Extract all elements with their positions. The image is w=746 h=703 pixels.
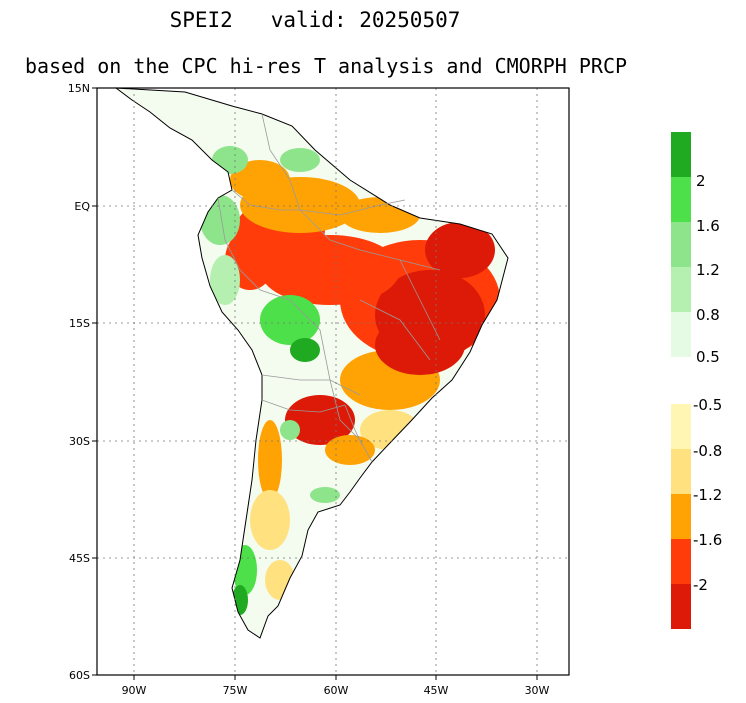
colorbar-label: 1.2 bbox=[696, 261, 720, 279]
country-borders bbox=[217, 113, 441, 463]
lon-label-90w: 90W bbox=[122, 684, 147, 697]
chart-subtitle: based on the CPC hi-res T analysis and C… bbox=[24, 54, 628, 78]
lat-label-45s: 45S bbox=[69, 552, 90, 565]
chart-title: SPEI2 valid: 20250507 bbox=[169, 8, 461, 32]
colorbar-wet-swatch bbox=[671, 222, 691, 267]
colorbar-label: -1.6 bbox=[693, 531, 722, 549]
colorbar-label: -1.2 bbox=[693, 486, 722, 504]
colorbar-wet bbox=[671, 132, 691, 357]
lat-label-eq: EQ bbox=[74, 200, 90, 213]
lat-label-15s: 15S bbox=[69, 317, 90, 330]
colorbar-dry-swatch bbox=[671, 494, 691, 539]
lon-label-30w: 30W bbox=[525, 684, 550, 697]
colorbar-label: -0.5 bbox=[693, 396, 722, 414]
colorbar-wet-labels: 2 1.6 1.2 0.8 0.5 bbox=[696, 172, 720, 366]
colorbar-label: 1.6 bbox=[696, 217, 720, 235]
map-gridlines bbox=[97, 88, 569, 675]
lon-label-45w: 45W bbox=[424, 684, 449, 697]
colorbar-wet-swatch bbox=[671, 267, 691, 312]
lon-label-60w: 60W bbox=[324, 684, 349, 697]
colorbar-dry-swatch bbox=[671, 539, 691, 584]
lon-tick-labels: 90W 75W 60W 45W 30W bbox=[122, 684, 550, 697]
lat-tick-labels: 15N EQ 15S 30S 45S 60S bbox=[68, 82, 91, 682]
colorbar-dry-swatch bbox=[671, 449, 691, 494]
map-frame bbox=[96, 87, 570, 676]
lon-label-75w: 75W bbox=[223, 684, 248, 697]
colorbar-label: 0.8 bbox=[696, 306, 720, 324]
lat-label-60s: 60S bbox=[69, 669, 90, 682]
lat-tick-marks bbox=[92, 87, 97, 676]
colorbar-dry bbox=[671, 404, 691, 629]
colorbar-label: 2 bbox=[696, 172, 706, 190]
lon-tick-marks bbox=[133, 675, 538, 680]
colorbar-label: -0.8 bbox=[693, 442, 722, 460]
lat-label-15n: 15N bbox=[68, 82, 90, 95]
colorbar-dry-swatch bbox=[671, 404, 691, 449]
colorbar-wet-swatch bbox=[671, 177, 691, 222]
colorbar-dry-labels: -0.5 -0.8 -1.2 -1.6 -2 bbox=[693, 396, 722, 594]
colorbar-wet-swatch bbox=[671, 312, 691, 357]
lat-label-30s: 30S bbox=[69, 435, 90, 448]
colorbar-dry-swatch bbox=[671, 584, 691, 629]
colorbar-label: 0.5 bbox=[696, 348, 720, 366]
colorbar-wet-swatch bbox=[671, 132, 691, 177]
colorbar-label: -2 bbox=[693, 576, 708, 594]
